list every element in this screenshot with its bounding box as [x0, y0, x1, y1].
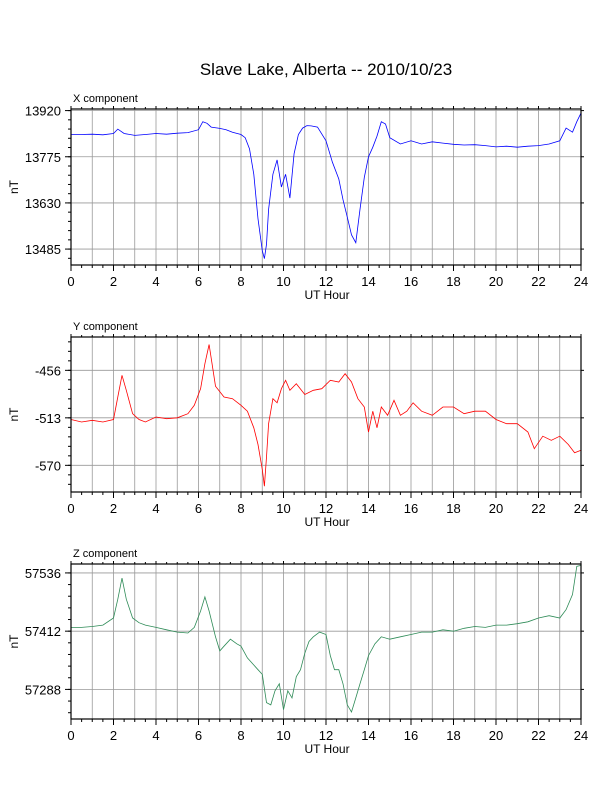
x-tick-label: 14 [361, 274, 375, 289]
x-tick-label: 14 [361, 501, 375, 516]
x-tick-label: 16 [404, 728, 418, 743]
x-tick-label: 20 [489, 501, 503, 516]
x-tick-label: 18 [446, 274, 460, 289]
x-tick-label: 24 [574, 501, 588, 516]
x-tick-label: 6 [195, 501, 202, 516]
x-tick-label: 24 [574, 728, 588, 743]
x-tick-label: 6 [195, 728, 202, 743]
x-axis-label: UT Hour [304, 742, 349, 756]
x-tick-label: 2 [110, 728, 117, 743]
panel-title: X component [73, 93, 138, 105]
x-tick-label: 16 [404, 274, 418, 289]
y-tick-label: 57288 [25, 682, 61, 697]
x-axis-label: UT Hour [304, 515, 349, 529]
x-tick-label: 0 [67, 274, 74, 289]
x-tick-label: 12 [319, 274, 333, 289]
x-tick-label: 22 [531, 274, 545, 289]
x-tick-label: 22 [531, 728, 545, 743]
data-line [71, 112, 582, 259]
x-tick-label: 12 [319, 728, 333, 743]
y-tick-label: 13630 [25, 196, 61, 211]
x-tick-label: 0 [67, 501, 74, 516]
y-tick-label: -456 [35, 363, 61, 378]
y-tick-label: 13485 [25, 242, 61, 257]
y-axis-label: nT [7, 634, 21, 649]
x-tick-label: 8 [237, 501, 244, 516]
panels: 0 2 4 6 8 10 12 14 16 18 20 22 241348513630137751392… [7, 93, 588, 756]
figure-title: Slave Lake, Alberta -- 2010/10/23 [200, 60, 452, 79]
y-tick-label: 57412 [25, 624, 61, 639]
x-tick-label: 18 [446, 728, 460, 743]
x-tick-label: 4 [152, 274, 159, 289]
y-axis-label: nT [7, 407, 21, 422]
x-tick-label: 8 [237, 728, 244, 743]
data-line [71, 565, 582, 713]
x-tick-label: 14 [361, 728, 375, 743]
x-tick-label: 10 [276, 728, 290, 743]
y-axis-label: nT [7, 179, 21, 194]
y-tick-label: -570 [35, 458, 61, 473]
x-tick-label: 24 [574, 274, 588, 289]
x-tick-label: 20 [489, 728, 503, 743]
x-tick-label: 10 [276, 501, 290, 516]
panel-title: Y component [73, 321, 138, 333]
x-axis-label: UT Hour [304, 288, 349, 302]
x-tick-label: 2 [110, 501, 117, 516]
x-tick-label: 18 [446, 501, 460, 516]
x-tick-label: 22 [531, 501, 545, 516]
panel-title: Z component [73, 548, 137, 560]
x-tick-label: 8 [237, 274, 244, 289]
x-tick-label: 12 [319, 501, 333, 516]
y-tick-label: 13775 [25, 150, 61, 165]
x-tick-label: 2 [110, 274, 117, 289]
y-tick-label: 57536 [25, 566, 61, 581]
x-tick-label: 4 [152, 501, 159, 516]
y-tick-label: -513 [35, 411, 61, 426]
x-tick-label: 6 [195, 274, 202, 289]
y-tick-label: 13920 [25, 104, 61, 119]
x-tick-label: 16 [404, 501, 418, 516]
x-tick-label: 20 [489, 274, 503, 289]
panel-1: 0 2 4 6 8 10 12 14 16 18 20 22 241348513630137751392… [7, 93, 588, 302]
data-line [70, 344, 582, 487]
x-tick-label: 10 [276, 274, 290, 289]
x-tick-label: 4 [152, 728, 159, 743]
x-tick-label: 0 [67, 728, 74, 743]
